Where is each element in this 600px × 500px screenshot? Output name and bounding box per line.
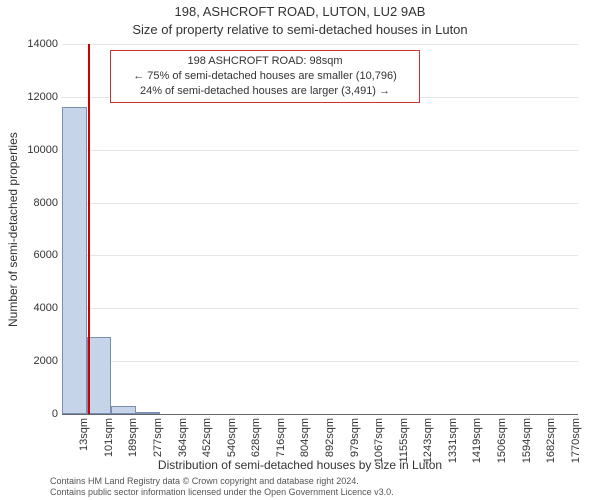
- annotation-line-3: 24% of semi-detached houses are larger (…: [117, 84, 413, 99]
- x-tick-label: 1770sqm: [570, 418, 582, 478]
- x-tick-label: 628sqm: [250, 418, 262, 478]
- y-tick-label: 14000: [8, 38, 58, 50]
- y-tick-label: 0: [8, 408, 58, 420]
- footer-attribution: Contains HM Land Registry data © Crown c…: [50, 476, 394, 498]
- footer-line-1: Contains HM Land Registry data © Crown c…: [50, 476, 394, 487]
- y-axis-label: Number of semi-detached properties: [6, 132, 20, 327]
- gridline: [62, 150, 578, 151]
- x-tick-label: 364sqm: [177, 418, 189, 478]
- y-tick-label: 4000: [8, 302, 58, 314]
- x-tick-label: 1331sqm: [447, 418, 459, 478]
- property-marker-line: [88, 44, 90, 414]
- y-tick-label: 12000: [8, 91, 58, 103]
- x-tick-label: 1594sqm: [521, 418, 533, 478]
- histogram-bar: [111, 406, 136, 414]
- x-tick-label: 979sqm: [349, 418, 361, 478]
- chart-title-subtitle: Size of property relative to semi-detach…: [0, 22, 600, 37]
- x-tick-label: 452sqm: [201, 418, 213, 478]
- x-tick-label: 804sqm: [299, 418, 311, 478]
- x-tick-label: 1243sqm: [422, 418, 434, 478]
- annotation-box: 198 ASHCROFT ROAD: 98sqm ← 75% of semi-d…: [110, 50, 420, 103]
- x-tick-label: 277sqm: [152, 418, 164, 478]
- x-tick-label: 101sqm: [103, 418, 115, 478]
- chart-container: 198, ASHCROFT ROAD, LUTON, LU2 9AB Size …: [0, 0, 600, 500]
- annotation-line-1: 198 ASHCROFT ROAD: 98sqm: [117, 54, 413, 69]
- histogram-bar: [136, 412, 161, 414]
- chart-title-address: 198, ASHCROFT ROAD, LUTON, LU2 9AB: [0, 4, 600, 19]
- x-tick-label: 540sqm: [226, 418, 238, 478]
- x-tick-label: 189sqm: [127, 418, 139, 478]
- y-tick-label: 2000: [8, 355, 58, 367]
- x-tick-label: 716sqm: [275, 418, 287, 478]
- histogram-bar: [87, 337, 112, 414]
- gridline: [62, 308, 578, 309]
- y-tick-label: 8000: [8, 197, 58, 209]
- x-tick-label: 13sqm: [78, 418, 90, 478]
- y-tick-label: 10000: [8, 144, 58, 156]
- x-tick-label: 892sqm: [324, 418, 336, 478]
- gridline: [62, 255, 578, 256]
- annotation-line-2: ← 75% of semi-detached houses are smalle…: [117, 69, 413, 84]
- footer-line-2: Contains public sector information licen…: [50, 487, 394, 498]
- gridline: [62, 44, 578, 45]
- histogram-bar: [62, 107, 87, 414]
- x-tick-label: 1155sqm: [398, 418, 410, 478]
- gridline: [62, 203, 578, 204]
- x-tick-label: 1067sqm: [373, 418, 385, 478]
- x-tick-label: 1682sqm: [545, 418, 557, 478]
- gridline: [62, 361, 578, 362]
- x-tick-label: 1419sqm: [471, 418, 483, 478]
- y-tick-label: 6000: [8, 249, 58, 261]
- x-tick-label: 1506sqm: [496, 418, 508, 478]
